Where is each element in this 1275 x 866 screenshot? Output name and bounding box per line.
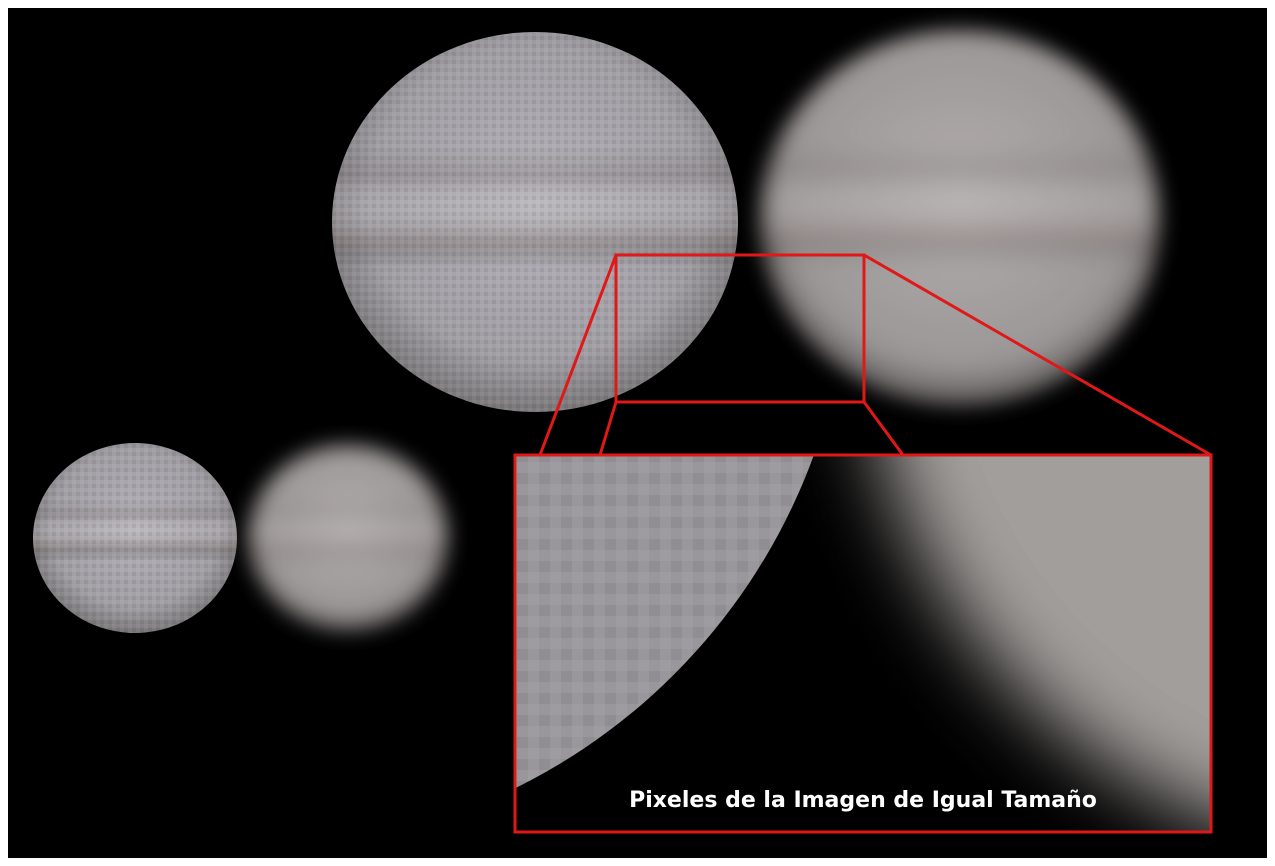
planet-smooth-large	[760, 30, 1160, 406]
planet-smooth-small	[248, 445, 448, 631]
planet-grainy-large	[332, 32, 738, 412]
caption: Pixeles de la Imagen de Igual Tamaño	[629, 788, 1097, 813]
composite-image: Pixeles de la Imagen de Igual Tamaño	[0, 0, 1275, 866]
planet-grainy-small	[33, 443, 237, 633]
